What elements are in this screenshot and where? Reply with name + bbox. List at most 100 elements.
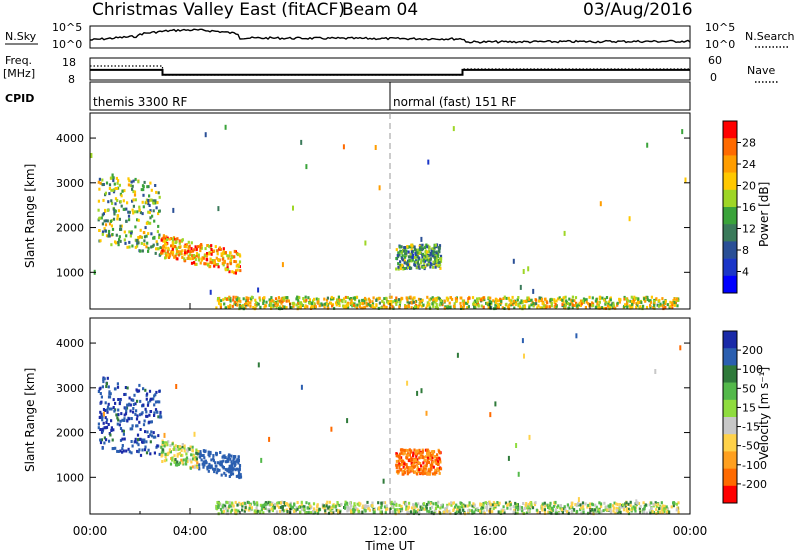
echo-cell xyxy=(437,468,440,472)
velocity-ylabel: Slant Range [km] xyxy=(23,368,37,472)
echo-cell xyxy=(105,382,108,385)
echo-cell xyxy=(312,299,315,303)
echo-cell xyxy=(417,265,420,269)
echo-cell xyxy=(579,304,582,307)
echo-cell xyxy=(589,505,592,509)
echo-cell xyxy=(131,244,134,248)
echo-cell xyxy=(226,469,229,473)
echo-cell xyxy=(222,503,225,507)
echo-cell xyxy=(163,239,166,243)
echo-cell xyxy=(432,265,435,269)
echo-cell xyxy=(112,188,115,192)
echo-cell xyxy=(132,403,135,406)
echo-cell xyxy=(391,505,394,508)
echo-cell xyxy=(556,511,559,515)
echo-cell xyxy=(415,260,418,264)
echo-cell xyxy=(349,301,352,305)
echo-cell xyxy=(426,304,429,308)
echo-cell xyxy=(461,503,464,507)
echo-cell xyxy=(396,508,399,512)
echo-cell xyxy=(505,302,508,306)
echo-cell xyxy=(404,255,407,259)
echo-cell xyxy=(562,296,565,300)
echo-cell xyxy=(197,258,200,262)
echo-cell xyxy=(238,471,241,475)
echo-cell xyxy=(172,207,175,213)
echo-cell xyxy=(234,300,237,304)
echo-cell xyxy=(313,302,316,306)
echo-cell xyxy=(436,456,439,460)
echo-cell xyxy=(639,505,642,509)
echo-cell xyxy=(276,303,279,307)
echo-cell xyxy=(284,503,287,507)
echo-cell xyxy=(242,297,245,301)
echo-cell xyxy=(541,502,544,506)
echo-cell xyxy=(656,303,659,307)
echo-cell xyxy=(504,501,508,505)
echo-cell xyxy=(138,205,141,209)
echo-cell xyxy=(665,505,668,509)
echo-cell xyxy=(550,510,553,513)
echo-cell xyxy=(421,255,424,259)
echo-cell xyxy=(597,509,600,513)
echo-cell xyxy=(525,511,529,515)
echo-cell xyxy=(559,298,562,301)
echo-cell xyxy=(491,510,494,514)
echo-cell xyxy=(227,459,230,463)
echo-cell xyxy=(104,401,107,405)
echo-cell xyxy=(279,505,282,509)
echo-cell xyxy=(268,303,271,307)
echo-cell xyxy=(522,299,525,303)
echo-cell xyxy=(431,452,435,456)
echo-cell xyxy=(195,262,198,266)
echo-cell xyxy=(124,386,127,389)
echo-cell xyxy=(110,419,113,423)
echo-cell xyxy=(222,263,225,267)
echo-cell xyxy=(524,503,527,507)
echo-cell xyxy=(243,509,246,513)
echo-cell xyxy=(492,501,495,505)
echo-cell xyxy=(130,232,133,235)
echo-cell xyxy=(420,245,423,249)
echo-cell xyxy=(581,501,585,505)
echo-cell xyxy=(209,265,212,268)
echo-cell xyxy=(304,511,307,515)
echo-cell xyxy=(192,457,195,461)
echo-cell xyxy=(150,188,153,192)
echo-cell xyxy=(97,199,100,203)
echo-cell xyxy=(654,501,657,505)
echo-cell xyxy=(281,262,284,268)
echo-cell xyxy=(199,452,202,456)
echo-cell xyxy=(124,392,127,396)
echo-cell xyxy=(378,507,381,511)
echo-cell xyxy=(99,239,102,243)
echo-cell xyxy=(527,507,530,511)
echo-cell xyxy=(238,464,242,467)
echo-cell xyxy=(123,437,126,441)
echo-cell xyxy=(160,238,163,242)
echo-cell xyxy=(507,455,510,461)
echo-cell xyxy=(135,424,138,428)
echo-cell xyxy=(433,471,436,475)
echo-cell xyxy=(668,306,671,310)
echo-cell xyxy=(149,216,152,220)
echo-cell xyxy=(164,455,167,459)
echo-cell xyxy=(631,302,634,306)
echo-cell xyxy=(659,302,662,306)
echo-cell xyxy=(632,297,635,301)
echo-cell xyxy=(241,502,244,505)
echo-cell xyxy=(622,508,626,512)
echo-cell xyxy=(307,510,310,514)
echo-cell xyxy=(212,467,215,471)
echo-cell xyxy=(147,249,150,253)
echo-cell xyxy=(627,510,630,513)
echo-cell xyxy=(189,250,192,254)
echo-cell xyxy=(132,211,135,215)
echo-cell xyxy=(573,299,576,303)
echo-cell xyxy=(152,199,155,203)
echo-cell xyxy=(556,297,560,301)
echo-cell xyxy=(554,303,557,306)
echo-cell xyxy=(112,398,115,402)
echo-cell xyxy=(216,501,219,504)
